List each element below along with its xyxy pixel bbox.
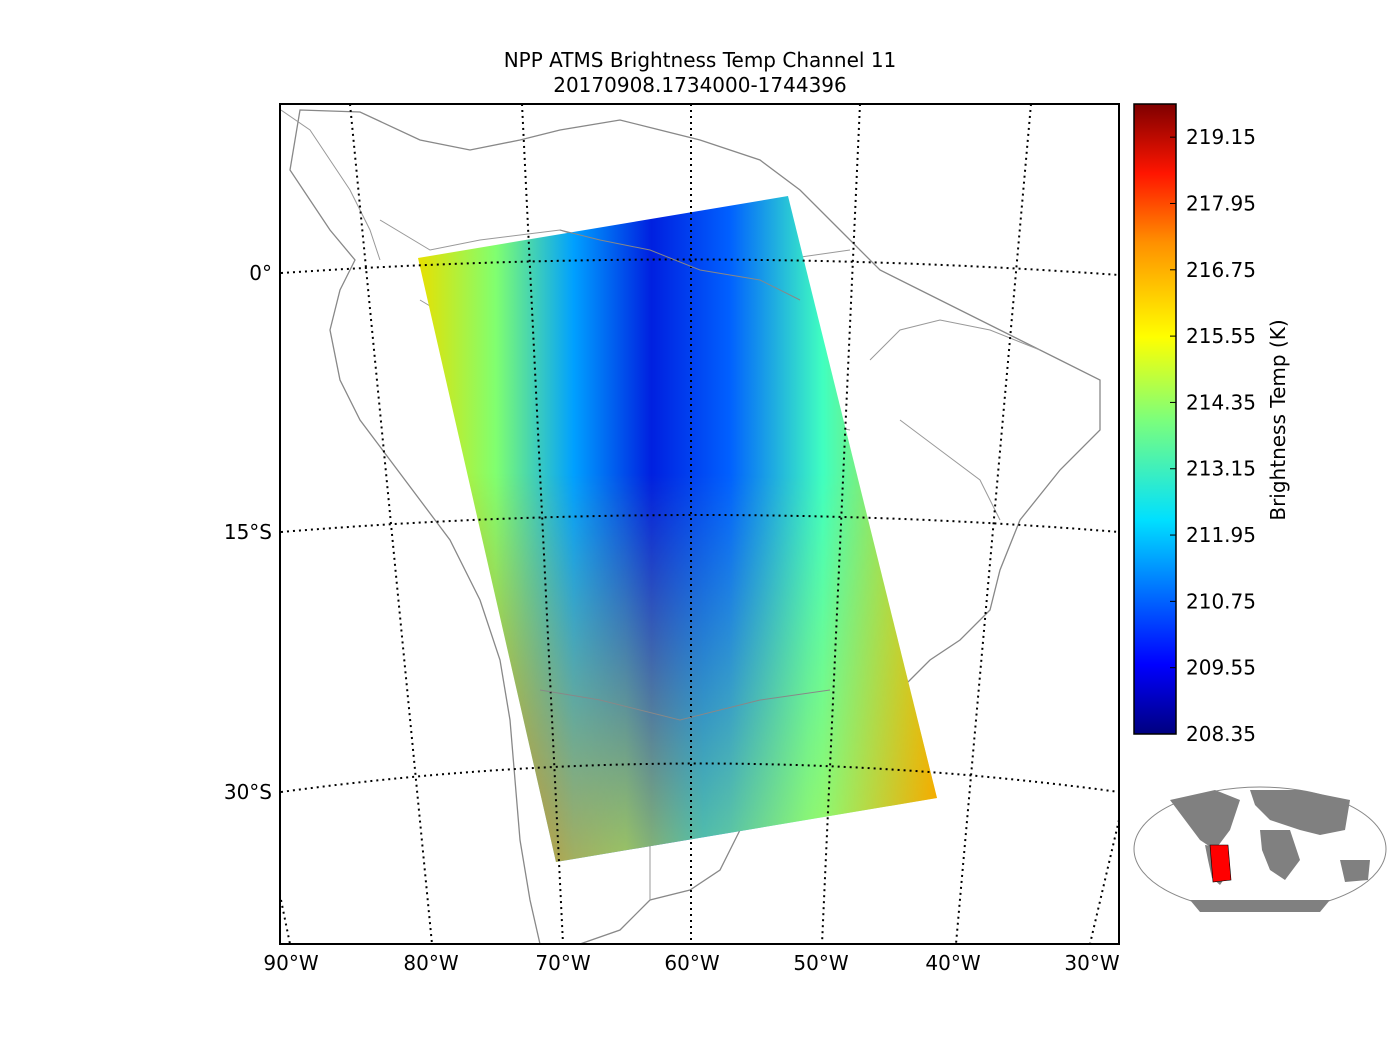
colorbar-tick-label: 217.95 (1186, 191, 1256, 215)
swath-south (418, 196, 937, 862)
chart-subtitle: 20170908.1734000-1744396 (553, 73, 847, 97)
lon-label: 60°W (664, 951, 719, 975)
colorbar-tick-label: 219.15 (1186, 125, 1256, 149)
lon-labels: 90°W 80°W 70°W 60°W 50°W 40°W 30°W (263, 951, 1119, 975)
map-area (281, 104, 1119, 944)
colorbar-tick-label: 211.95 (1186, 523, 1256, 547)
lon-label: 80°W (403, 951, 458, 975)
lon-label: 90°W (263, 951, 318, 975)
colorbar-label: Brightness Temp (K) (1266, 319, 1290, 520)
lat-label: 30°S (224, 780, 272, 804)
lat-labels: 0° 15°S 30°S (224, 261, 272, 804)
map-frame (279, 103, 1120, 945)
colorbar-tick-label: 208.35 (1186, 722, 1256, 746)
colorbar-tick-label: 209.55 (1186, 656, 1256, 680)
colorbar-tick-label: 210.75 (1186, 589, 1256, 613)
colorbar: 219.15 217.95 216.75 215.55 214.35 213.15 211.… (1133, 103, 1290, 746)
lon-label: 70°W (535, 951, 590, 975)
inset-swath-highlight (1209, 844, 1232, 883)
inset-globe (1133, 786, 1387, 912)
lon-label: 40°W (925, 951, 980, 975)
colorbar-tick-label: 215.55 (1186, 324, 1256, 348)
colorbar-tick-label: 213.15 (1186, 457, 1256, 481)
lat-label: 15°S (224, 520, 272, 544)
colorbar-tick-label: 216.75 (1186, 258, 1256, 282)
colorbar-tick-label: 214.35 (1186, 390, 1256, 414)
lon-label: 50°W (793, 951, 848, 975)
lon-label: 30°W (1064, 951, 1119, 975)
graticule (281, 104, 1119, 944)
lat-label: 0° (249, 261, 272, 285)
chart-title: NPP ATMS Brightness Temp Channel 11 (503, 48, 897, 72)
